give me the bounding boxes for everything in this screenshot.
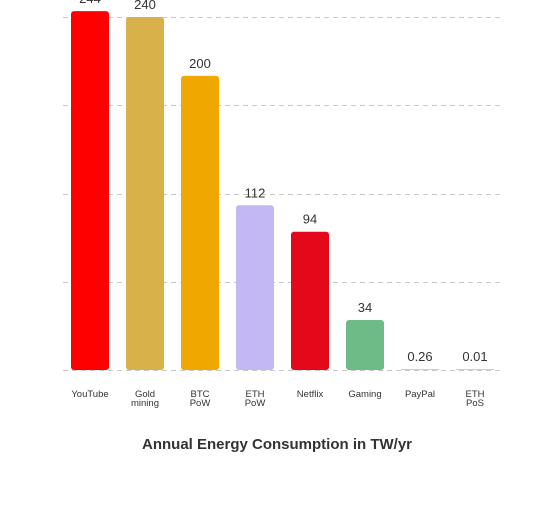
value-label: 240 (134, 0, 156, 12)
bar (456, 369, 494, 370)
category-label: mining (131, 398, 159, 409)
bar (401, 369, 439, 370)
value-label: 0.01 (462, 349, 487, 364)
category-label: BTC (191, 389, 210, 400)
category-label: PoW (190, 398, 211, 409)
bar (126, 17, 164, 370)
category-label: PayPal (405, 389, 435, 400)
bar (291, 231, 329, 370)
category-label: Netflix (297, 389, 324, 400)
value-label: 200 (189, 56, 211, 71)
category-label: Gaming (348, 389, 381, 400)
bars (71, 11, 494, 370)
value-labels: 244 240 200 112 94 34 0.26 0.01 (79, 0, 488, 364)
category-label: PoS (466, 398, 484, 409)
category-label: Gold (135, 389, 155, 400)
value-label: 94 (303, 212, 317, 227)
chart-title: Annual Energy Consumption in TW/yr (142, 436, 412, 453)
bar-chart: 244 240 200 112 94 34 0.26 0.01 YouTube Goldmini… (63, 0, 500, 409)
category-label: ETH (246, 389, 265, 400)
value-label: 0.26 (407, 349, 432, 364)
bar (71, 11, 109, 370)
bar (236, 205, 274, 370)
category-label: ETH (466, 389, 485, 400)
category-label: PoW (245, 398, 266, 409)
bar (346, 319, 384, 370)
value-label: 244 (79, 0, 101, 6)
bar (181, 75, 219, 370)
value-label: 34 (358, 300, 372, 315)
value-label: 112 (245, 185, 266, 200)
category-label: YouTube (71, 389, 108, 400)
